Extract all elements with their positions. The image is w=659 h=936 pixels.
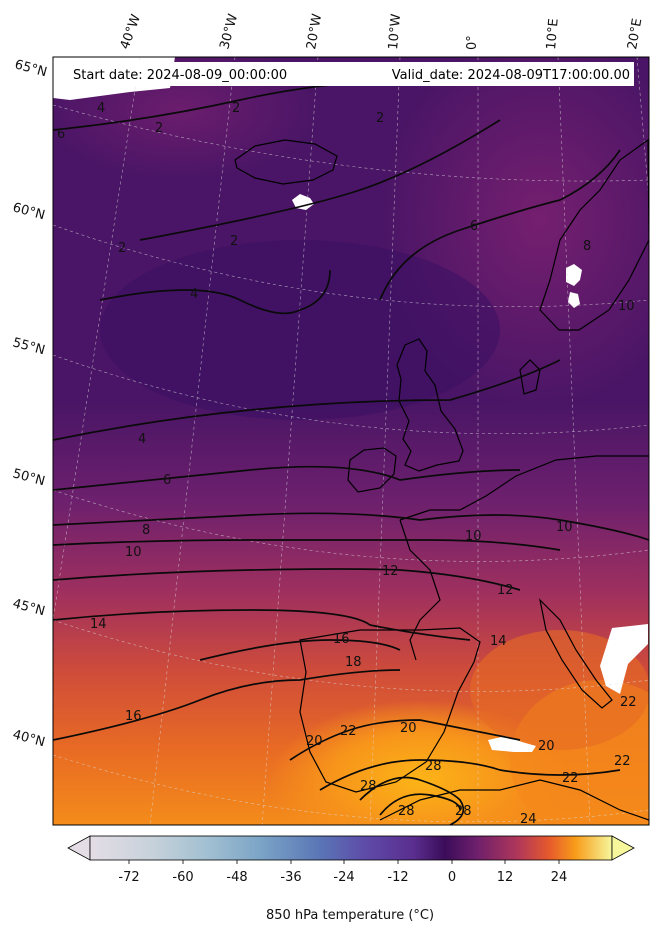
contour-label: 10: [125, 545, 142, 560]
lat-label: 65°N: [13, 57, 49, 80]
header-box: [66, 62, 634, 86]
colorbar-tick-label: 12: [497, 870, 514, 885]
lat-label: 45°N: [11, 596, 47, 619]
contour-label: 20: [538, 739, 555, 754]
contour-label: 8: [142, 523, 150, 538]
lon-label: 0°: [465, 35, 480, 50]
contour-label: 10: [556, 520, 573, 535]
colorbar-tick-label: -12: [387, 870, 408, 885]
coastlines: [234, 138, 649, 821]
colorbar-tick-label: -36: [280, 870, 301, 885]
contour-label: 28: [360, 779, 377, 794]
contour-label: 14: [490, 634, 507, 649]
colorbar-min-extend: [67, 835, 91, 861]
contour-label: 18: [345, 655, 362, 670]
colorbar-max-extend: [611, 835, 635, 861]
contour-label: 22: [562, 771, 579, 786]
contour-label: 6: [57, 127, 65, 142]
longitude-labels: 40°W 30°W 20°W 10°W 0° 10°E 20°E: [118, 12, 646, 51]
lat-label: 55°N: [11, 335, 47, 358]
contour-label: 2: [376, 111, 384, 126]
colorbar-tick-label: 24: [551, 870, 568, 885]
contour-label: 2: [232, 101, 240, 116]
contour-label: 10: [618, 299, 635, 314]
colorbar-ticks: [128, 860, 560, 864]
contour-label: 22: [620, 695, 637, 710]
latitude-labels: 65°N 60°N 55°N 50°N 45°N 40°N: [11, 57, 49, 750]
contour-label: 20: [306, 734, 323, 749]
contour-label: 12: [497, 583, 514, 598]
lon-label: 10°E: [544, 18, 562, 50]
contour-label: 28: [455, 804, 472, 819]
lon-label: 10°W: [386, 13, 404, 50]
graticule: [53, 57, 649, 825]
contour-label: 22: [614, 754, 631, 769]
contour-label: 12: [382, 564, 399, 579]
contour-label: 6: [470, 219, 478, 234]
contour-label: 24: [520, 812, 537, 827]
contour-label: 2: [155, 121, 163, 136]
contour-label: 14: [90, 617, 107, 632]
lat-label: 50°N: [11, 466, 47, 489]
contour-label: 4: [97, 101, 105, 116]
contour-label: 28: [398, 804, 415, 819]
contour-label: 2: [118, 241, 126, 256]
lon-label: 30°W: [217, 12, 241, 51]
contour-label: 4: [138, 432, 146, 447]
lon-label: 40°W: [118, 12, 144, 51]
contour-label: 20: [400, 721, 417, 736]
contour-label: 10: [465, 529, 482, 544]
colorbar-tick-label: 0: [448, 870, 456, 885]
colorbar-tick-label: -72: [118, 870, 139, 885]
colorbar-bar: [89, 835, 613, 861]
contour-label: 16: [333, 632, 350, 647]
lat-label: 40°N: [11, 727, 47, 750]
temperature-field: [53, 57, 649, 825]
lon-label: 20°E: [625, 17, 645, 50]
contour-label: 6: [163, 473, 171, 488]
isotherms: [53, 79, 649, 825]
lat-label: 60°N: [11, 200, 47, 223]
contour-label: 28: [425, 759, 442, 774]
map-frame: [52, 56, 650, 826]
colorbar-tick-label: -48: [226, 870, 247, 885]
lon-label: 20°W: [304, 13, 325, 51]
contour-label: 4: [190, 287, 198, 302]
contour-label: 22: [340, 724, 357, 739]
start-date-label: Start date: 2024-08-09_00:00:00: [73, 68, 287, 83]
contour-labels: 2 2 2 2 2 4 4 4 6 6 6 8 8 10 10 10 10 12…: [57, 101, 637, 827]
colorbar-tick-label: -60: [172, 870, 193, 885]
valid-date-label: Valid_date: 2024-08-09T17:00:00.00: [392, 68, 630, 83]
contour-label: 16: [125, 709, 142, 724]
colorbar-tick-label: -24: [333, 870, 354, 885]
contour-label: 8: [583, 239, 591, 254]
colorbar: -72 -60 -48 -36 -24 -12 0 12 24 850 hPa …: [67, 835, 635, 923]
colorbar-label: 850 hPa temperature (°C): [266, 908, 434, 923]
contour-label: 2: [230, 234, 238, 249]
